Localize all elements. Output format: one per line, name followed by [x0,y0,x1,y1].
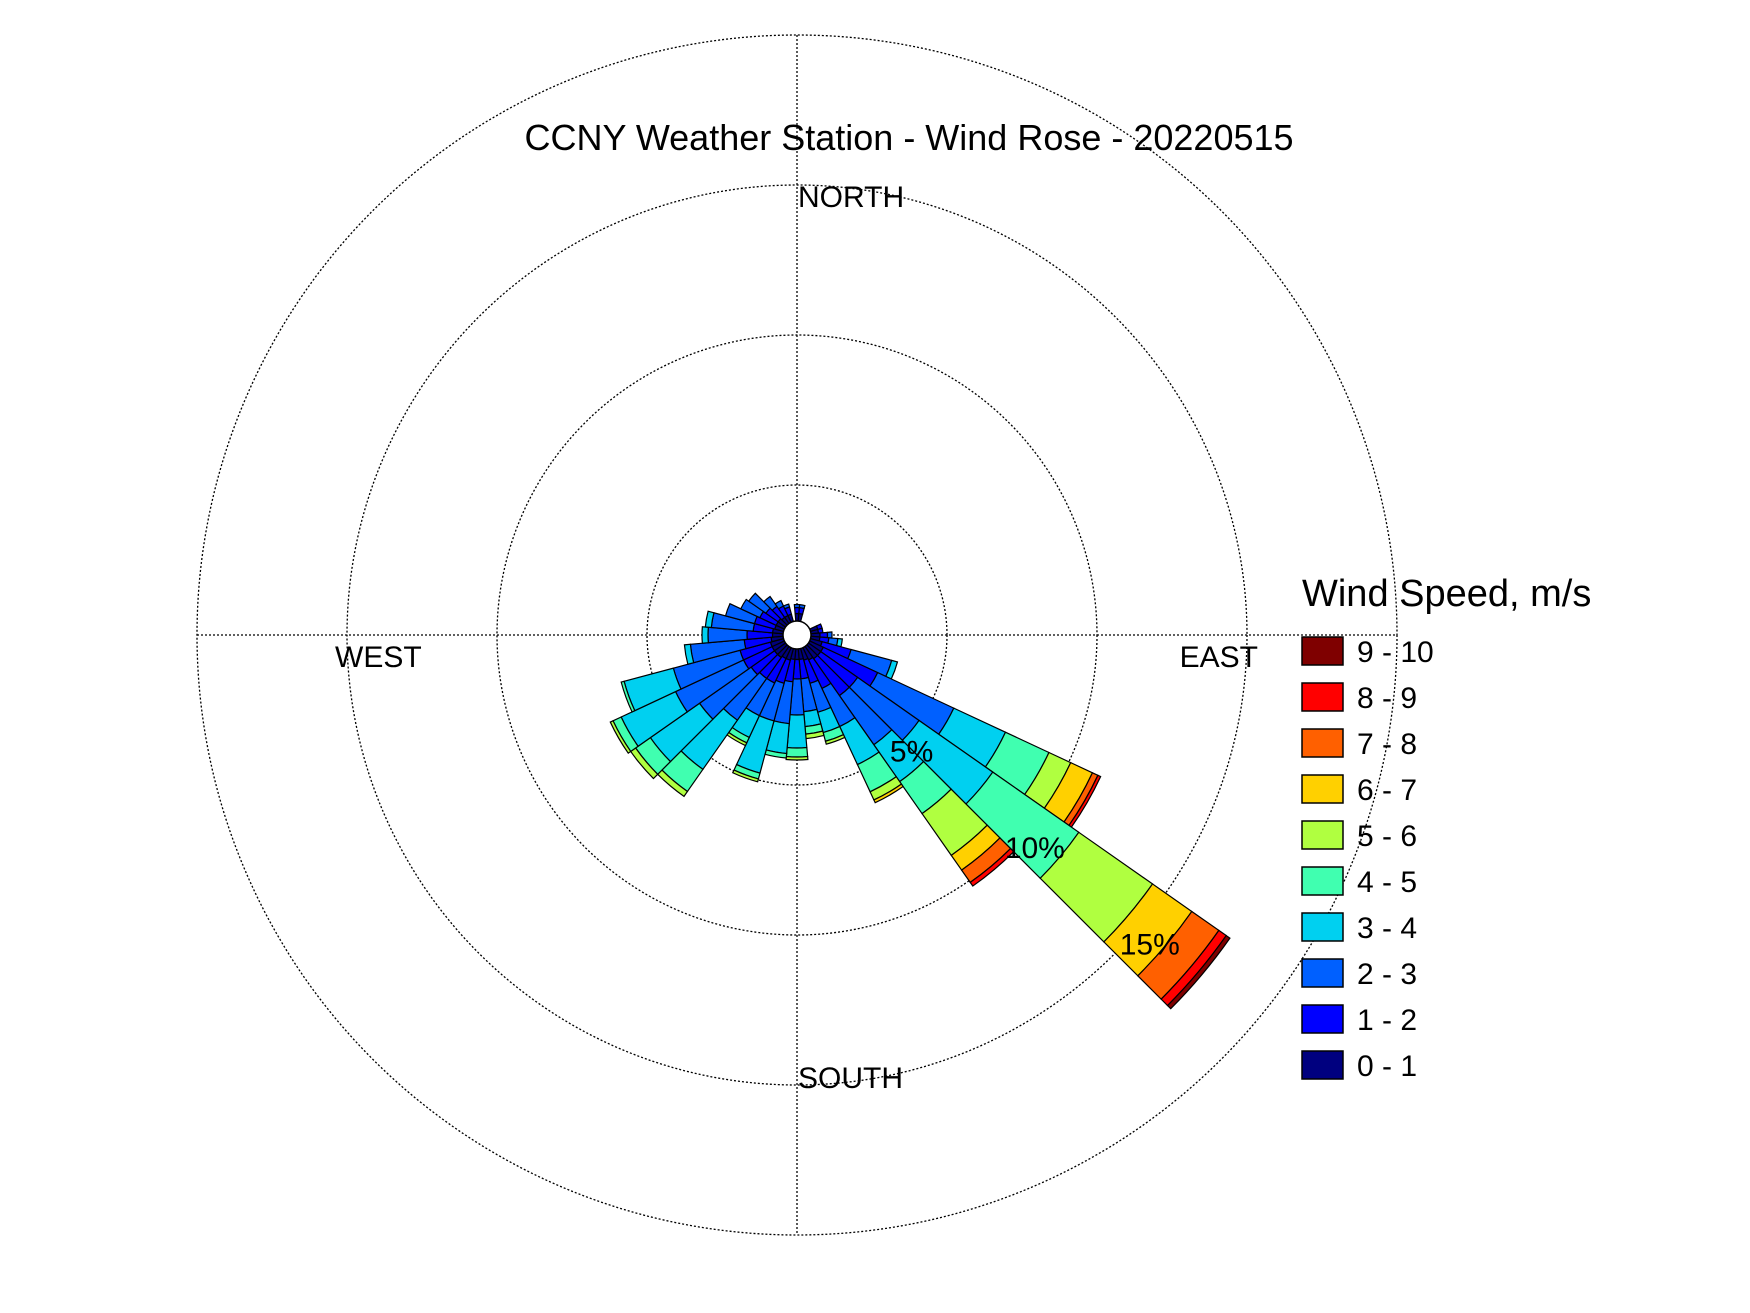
petal-segment-180deg-bin-4 [785,746,809,758]
legend-swatch-5 [1301,866,1344,896]
legend-label-6: 3 - 4 [1357,912,1417,945]
legend-swatch-9 [1301,1050,1344,1080]
petal-segment-250deg-bin-4 [620,680,636,713]
petal-segment-140deg-bin-8 [969,847,1015,887]
ring-label-2: 10% [1005,832,1065,865]
petal-segment-160deg-bin-5 [824,733,846,745]
legend-swatch-4 [1301,820,1344,850]
legend-label-3: 6 - 7 [1357,774,1417,807]
direction-label-west: WEST [335,641,422,674]
petal-segment-290deg-bin-2 [724,602,758,625]
petal-segment-10deg-bin-2 [798,603,806,610]
center-hub [782,620,812,650]
legend: Wind Speed, m/s 9 - 10 8 - 9 7 - 8 6 - 7 5 -… [1301,573,1591,1083]
legend-label-8: 1 - 2 [1357,1004,1417,1037]
ring-label-3: 15% [1120,928,1180,961]
direction-label-east: EAST [1180,641,1258,674]
legend-swatch-8 [1301,1004,1344,1034]
legend-label-7: 2 - 3 [1357,958,1417,991]
petal-segment-130deg-bin-9 [1166,934,1231,1010]
ring-label-1: 5% [890,735,933,768]
legend-swatch-1 [1301,682,1344,712]
legend-label-4: 5 - 6 [1357,820,1417,853]
petal-segment-150deg-bin-6 [873,783,904,804]
petal-segment-340deg-bin-2 [782,603,791,610]
petal-segment-10deg-bin-0 [797,612,804,623]
petal-segment-330deg-bin-2 [774,599,785,610]
petal-segment-180deg-bin-5 [785,755,809,761]
petal-segment-270deg-bin-3 [701,626,709,644]
legend-swatch-6 [1301,912,1344,942]
legend-label-9: 0 - 1 [1357,1050,1417,1083]
direction-label-north: NORTH [798,181,904,214]
legend-label-5: 4 - 5 [1357,866,1417,899]
petal-segment-300deg-bin-2 [740,598,765,619]
legend-label-0: 9 - 10 [1357,636,1434,669]
legend-label-2: 7 - 8 [1357,728,1417,761]
legend-label-1: 8 - 9 [1357,682,1417,715]
ring-labels: 5% 10% 15% [890,735,1180,961]
legend-swatch-7 [1301,958,1344,988]
petal-segment-240deg-bin-5 [609,719,632,754]
petal-segment-280deg-bin-3 [704,610,715,629]
legend-swatch-0 [1301,636,1344,666]
petal-segment-320deg-bin-2 [762,595,778,612]
petal-segment-310deg-bin-2 [747,592,771,615]
legend-title: Wind Speed, m/s [1302,573,1591,615]
legend-swatch-3 [1301,774,1344,804]
legend-swatch-2 [1301,728,1344,758]
petal-segment-260deg-bin-3 [683,643,695,665]
chart-title: CCNY Weather Station - Wind Rose - 20220… [524,117,1293,158]
direction-label-south: SOUTH [798,1062,903,1095]
petal-segment-200deg-bin-5 [731,769,760,783]
wind-rose-petals [609,592,1231,1010]
